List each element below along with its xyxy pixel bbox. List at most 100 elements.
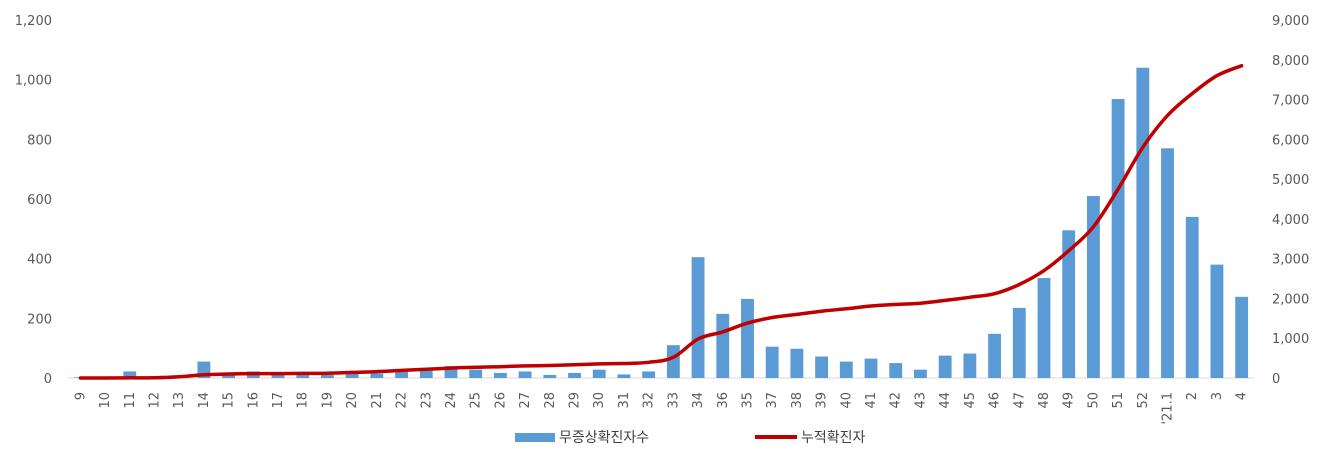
x-axis-tick-label: 36: [716, 392, 731, 409]
bar: [642, 371, 656, 378]
x-axis-tick-label: 38: [790, 392, 805, 409]
x-axis-tick-label: 17: [271, 392, 286, 409]
x-axis-tick-label: 49: [1062, 392, 1077, 409]
bar: [1161, 148, 1174, 378]
bar: [395, 370, 408, 378]
right-axis-tick-label: 4,000: [1272, 213, 1309, 228]
x-axis-tick-label: 29: [568, 392, 583, 409]
x-axis-tick-label: 22: [395, 392, 410, 409]
bar: [741, 298, 754, 378]
legend-label-bar: 무증상확진자수: [559, 430, 649, 446]
bar: [988, 333, 1001, 378]
bar: [1037, 278, 1051, 378]
x-axis-tick-label: 12: [147, 392, 162, 409]
bar: [370, 373, 384, 378]
x-axis-tick-label: 41: [864, 392, 879, 409]
bar: [444, 366, 458, 378]
x-axis-tick-label: 45: [963, 392, 978, 409]
bar-series: [73, 67, 1249, 378]
x-axis-tick-label: 48: [1037, 392, 1052, 409]
bar: [568, 372, 581, 378]
x-axis-tick-label: 15: [222, 392, 237, 409]
x-axis-tick-label: 18: [296, 392, 311, 409]
x-axis-tick-label: 32: [642, 392, 657, 409]
bar: [543, 375, 557, 378]
left-axis-tick-label: 1,000: [15, 74, 52, 89]
bar: [419, 369, 433, 378]
bar: [839, 361, 853, 378]
x-axis-tick-label: 46: [988, 392, 1003, 409]
x-axis-tick-label: 31: [617, 392, 632, 409]
bar: [518, 371, 532, 378]
bar: [617, 374, 631, 378]
x-axis-tick-label: 52: [1136, 392, 1151, 409]
bar: [1062, 230, 1076, 378]
x-axis-tick-label: 10: [98, 392, 113, 409]
x-axis-tick-label: 9: [73, 392, 88, 400]
bar: [666, 345, 680, 378]
bar: [345, 372, 359, 378]
x-axis-tick-label: 25: [469, 392, 484, 409]
right-axis-tick-label: 0: [1272, 372, 1280, 387]
left-axis-tick-label: 200: [27, 312, 52, 327]
x-axis-tick-label: 28: [543, 392, 558, 409]
bar: [1235, 296, 1249, 378]
left-axis-ticks: 0 200 400 600 800 1,000 1,200: [15, 14, 52, 387]
bar: [1086, 196, 1100, 378]
legend-bar-swatch: [515, 433, 555, 442]
x-axis-tick-label: '21.1: [1161, 392, 1176, 425]
bar: [716, 313, 730, 378]
bar: [321, 375, 334, 378]
bar: [296, 375, 310, 378]
bar: [914, 369, 927, 378]
right-axis-tick-label: 9,000: [1272, 14, 1309, 29]
x-axis-tick-label: 44: [938, 392, 953, 409]
bar: [123, 371, 137, 378]
x-axis-tick-label: 35: [740, 392, 755, 409]
x-axis-tick-label: 26: [493, 392, 508, 409]
x-axis-tick-label: 47: [1012, 392, 1027, 409]
right-axis-tick-label: 6,000: [1272, 133, 1309, 148]
right-axis-tick-label: 7,000: [1272, 94, 1309, 109]
x-axis-tick-label: 39: [815, 392, 830, 409]
bar: [1185, 216, 1199, 378]
x-axis-tick-label: 21: [370, 392, 385, 409]
x-axis-tick-label: 13: [172, 392, 187, 409]
bar: [1111, 99, 1125, 378]
x-axis-tick-label: 37: [765, 392, 780, 409]
line-path: [78, 63, 1244, 380]
x-axis-tick-label: 27: [518, 392, 533, 409]
x-axis-tick-label: 14: [197, 392, 212, 409]
bar: [790, 348, 804, 378]
x-axis-tick-label: 11: [123, 392, 138, 409]
x-axis-tick-label: 4: [1235, 392, 1250, 400]
right-axis-ticks: 0 1,000 2,000 3,000 4,000 5,000 6,000 7,000 8,00…: [1272, 14, 1309, 387]
x-axis-tick-label: 34: [691, 392, 706, 409]
x-axis-tick-label: 30: [592, 392, 607, 409]
bar: [493, 372, 507, 378]
right-axis-tick-label: 1,000: [1272, 332, 1309, 347]
bar: [765, 346, 779, 378]
bar: [963, 353, 977, 378]
bar: [691, 257, 705, 378]
x-axis-tick-label: 24: [444, 392, 459, 409]
x-axis-tick-label: 43: [913, 392, 928, 409]
x-axis-tick-label: 23: [419, 392, 434, 409]
bar: [1012, 307, 1026, 378]
x-axis-ticks: 9 10 11 12 13 14 15 16 17 18 19 20 21 22 23 24 25 26 27 28 2…: [73, 392, 1249, 425]
legend-label-line: 누적확진자: [801, 430, 866, 446]
left-axis-tick-label: 400: [27, 253, 52, 268]
x-axis-tick-label: 16: [246, 392, 261, 409]
x-axis-tick-label: 33: [666, 392, 681, 409]
bar: [864, 358, 878, 378]
left-axis-tick-label: 1,200: [15, 14, 52, 29]
right-axis-tick-label: 8,000: [1272, 54, 1309, 69]
x-axis-tick-label: 2: [1185, 392, 1200, 400]
x-axis-tick-label: 19: [320, 392, 335, 409]
legend: 무증상확진자수 누적확진자: [515, 430, 866, 446]
x-axis-tick-label: 20: [345, 392, 360, 409]
left-axis-tick-label: 600: [27, 193, 52, 208]
bar: [938, 355, 952, 378]
x-axis-tick-label: 40: [839, 392, 854, 409]
